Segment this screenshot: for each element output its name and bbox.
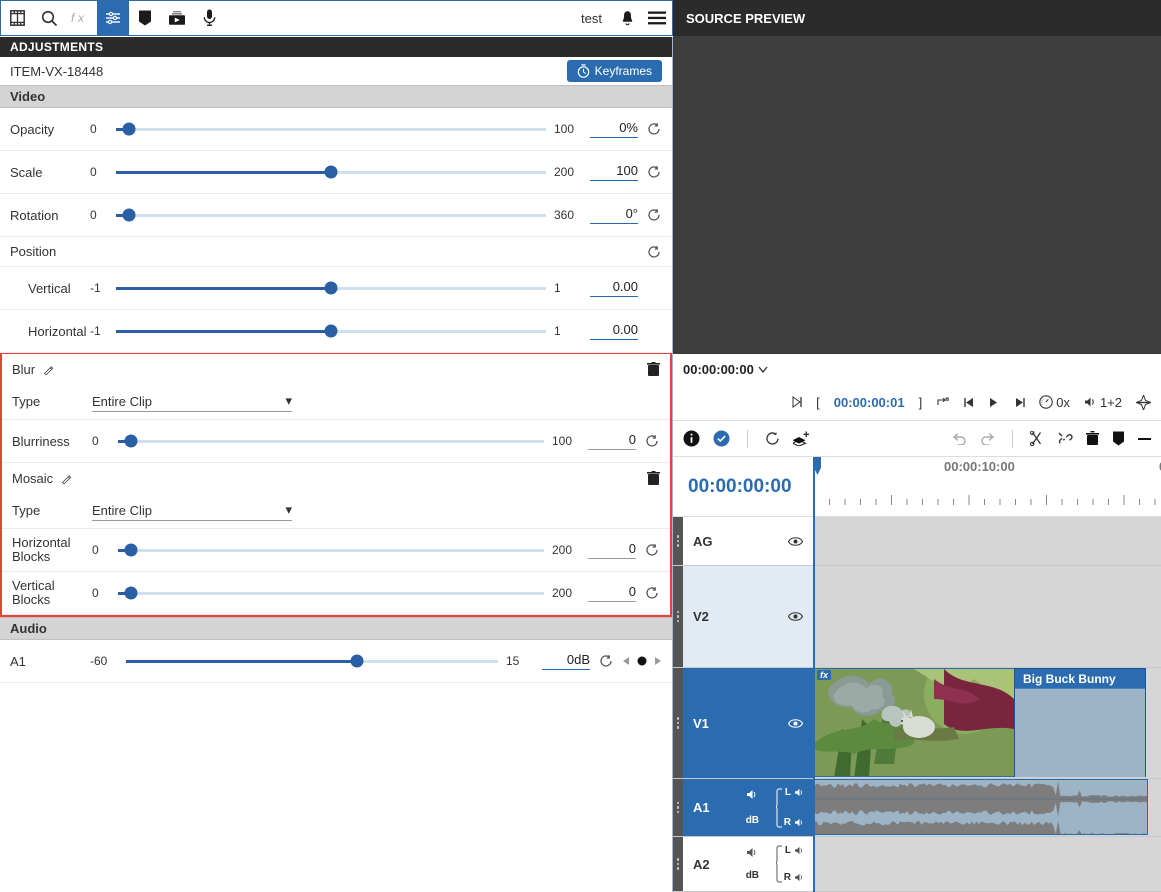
svg-text:f: f [71, 11, 76, 25]
svg-text:x: x [77, 11, 85, 25]
